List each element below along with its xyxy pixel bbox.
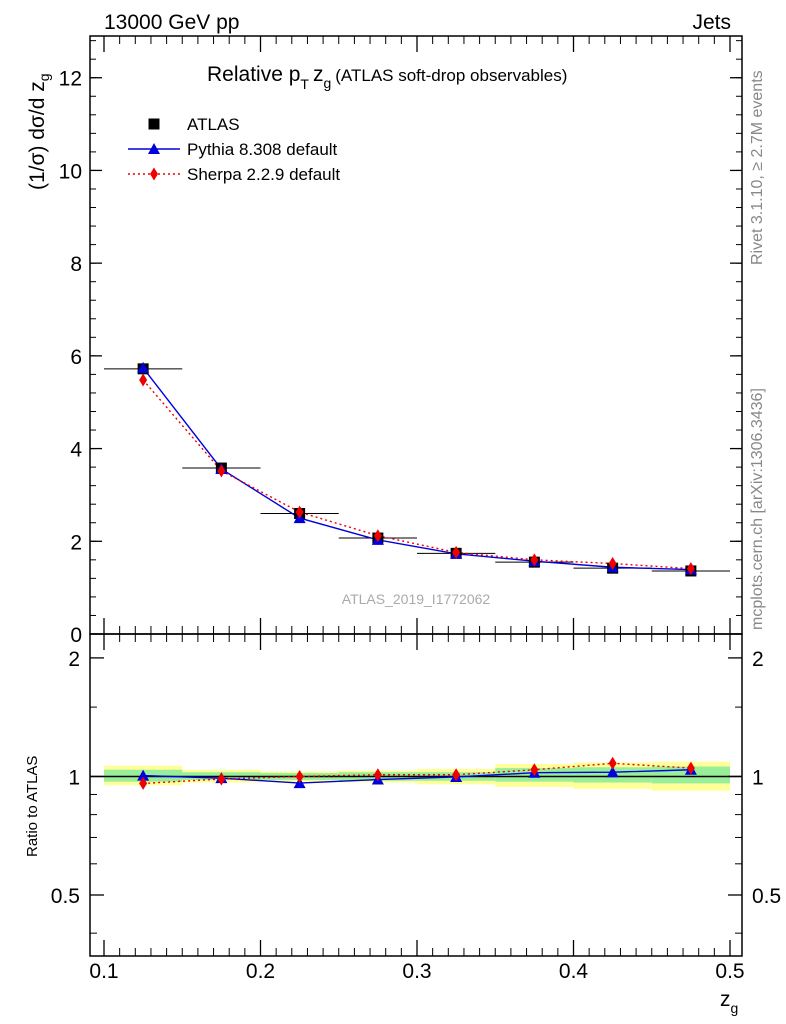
- series-line: [142, 379, 691, 570]
- ratio-point: [139, 776, 148, 790]
- ratio-point: [608, 756, 617, 770]
- ratio-y-tick-label-right: 0.5: [752, 885, 781, 908]
- data-point: [452, 545, 461, 559]
- main-y-axis-label: (1/σ) dσ/d zg: [26, 73, 52, 190]
- x-tick-label: 0.1: [89, 960, 118, 983]
- legend-label: Sherpa 2.2.9 default: [187, 165, 340, 184]
- series-diamond: [142, 379, 691, 570]
- ratio-y-tick-label: 2: [68, 648, 80, 671]
- ratio-point: [137, 769, 150, 781]
- legend-marker: [150, 167, 158, 181]
- ratio-y-tick-label-right: 1: [752, 766, 764, 789]
- data-point: [139, 373, 148, 387]
- data-point: [608, 557, 617, 571]
- ratio-point: [530, 763, 539, 777]
- ratio-series-line: [143, 762, 691, 785]
- ratio-frame: [89, 633, 743, 957]
- x-tick-labels: 0.1 0.2 0.3 0.4 0.5: [89, 960, 744, 983]
- data-point: [373, 529, 382, 543]
- main-y-tick-label: 6: [70, 346, 82, 369]
- ratio-y-tick-label: 0.5: [51, 885, 80, 908]
- x-axis-label: zg: [720, 988, 738, 1016]
- data-point: [217, 464, 226, 478]
- legend-label: ATLAS: [187, 115, 240, 134]
- x-tick-label: 0.3: [402, 960, 431, 983]
- main-y-tick-label: 8: [70, 253, 82, 276]
- series-line: [142, 367, 691, 571]
- source-label: mcplots.cern.ch [arXiv:1306.3436]: [749, 388, 766, 630]
- legend-marker: [148, 143, 160, 154]
- ratio-y-axis-label: Ratio to ATLAS: [24, 756, 41, 857]
- main-y-tick-label: 0: [70, 624, 82, 647]
- main-y-tick-label: 12: [59, 68, 82, 91]
- x-tick-label: 0.2: [246, 960, 275, 983]
- main-panel: 0 2 4 6 8 10 12 Relative pT zg (ATLAS soft-drop …: [26, 35, 743, 647]
- ratio-y-tick-label-right: 2: [752, 648, 764, 671]
- ratio-point: [452, 768, 461, 782]
- data-point: [686, 562, 695, 576]
- data-point: [137, 361, 150, 373]
- main-title: Relative pT zg (ATLAS soft-drop observable…: [207, 63, 567, 92]
- watermark: ATLAS_2019_I1772062: [342, 591, 491, 607]
- main-series-layer: [104, 361, 730, 577]
- main-axis-ticks: 0 2 4 6 8 10 12: [59, 36, 742, 647]
- main-y-tick-label: 4: [70, 439, 82, 462]
- data-point: [295, 505, 304, 519]
- x-tick-label: 0.5: [715, 960, 744, 983]
- ratio-point: [606, 766, 619, 778]
- series-triangle: [142, 367, 691, 571]
- ratio-y-tick-label: 1: [68, 766, 80, 789]
- main-y-tick-label: 2: [70, 531, 82, 554]
- x-tick-label: 0.4: [559, 960, 589, 983]
- data-point: [530, 553, 539, 567]
- rivet-label: Rivet 3.1.10, ≥ 2.7M events: [749, 70, 766, 265]
- main-y-tick-label: 10: [59, 160, 82, 183]
- category-label: Jets: [692, 11, 731, 34]
- legend-label: Pythia 8.308 default: [187, 140, 338, 159]
- legend: ATLAS Pythia 8.308 default Sherpa 2.2.9 de…: [128, 115, 340, 184]
- ratio-point: [373, 768, 382, 782]
- legend-marker: [148, 118, 160, 130]
- ratio-point: [217, 772, 226, 786]
- ratio-panel: 0.5 0.5 1 1 2 2 Ratio to ATLAS: [24, 633, 781, 957]
- energy-label: 13000 GeV pp: [104, 11, 239, 34]
- ratio-series-layer: [137, 756, 697, 790]
- ratio-point: [686, 761, 695, 775]
- ratio-axis-ticks: 0.5 0.5 1 1 2 2: [51, 634, 781, 956]
- ratio-point: [295, 769, 304, 783]
